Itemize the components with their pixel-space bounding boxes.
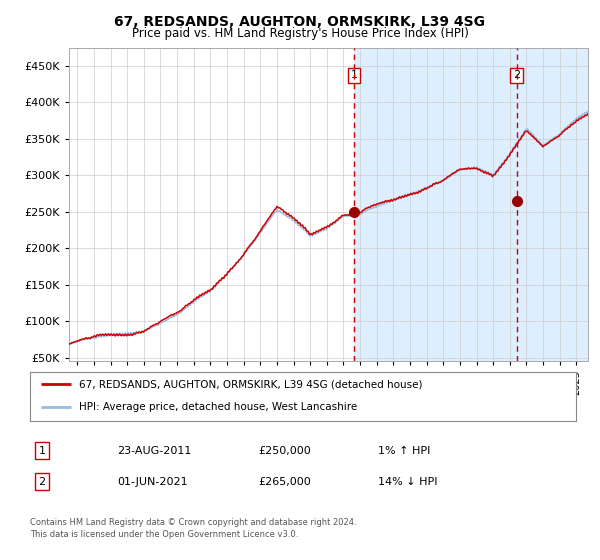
Text: Price paid vs. HM Land Registry's House Price Index (HPI): Price paid vs. HM Land Registry's House … (131, 27, 469, 40)
Text: 1: 1 (350, 71, 358, 80)
Text: 1% ↑ HPI: 1% ↑ HPI (378, 446, 430, 456)
Text: 01-JUN-2021: 01-JUN-2021 (117, 477, 188, 487)
Text: 23-AUG-2011: 23-AUG-2011 (117, 446, 191, 456)
Text: 67, REDSANDS, AUGHTON, ORMSKIRK, L39 4SG: 67, REDSANDS, AUGHTON, ORMSKIRK, L39 4SG (115, 15, 485, 29)
Bar (354, 48, 588, 361)
Text: £265,000: £265,000 (258, 477, 311, 487)
Text: 1: 1 (38, 446, 46, 456)
Text: £250,000: £250,000 (258, 446, 311, 456)
Text: Contains HM Land Registry data © Crown copyright and database right 2024.
This d: Contains HM Land Registry data © Crown c… (30, 518, 356, 539)
Text: 2: 2 (38, 477, 46, 487)
Text: 67, REDSANDS, AUGHTON, ORMSKIRK, L39 4SG (detached house): 67, REDSANDS, AUGHTON, ORMSKIRK, L39 4SG… (79, 379, 422, 389)
Text: 2: 2 (513, 71, 520, 80)
Text: 14% ↓ HPI: 14% ↓ HPI (378, 477, 437, 487)
Text: HPI: Average price, detached house, West Lancashire: HPI: Average price, detached house, West… (79, 402, 358, 412)
